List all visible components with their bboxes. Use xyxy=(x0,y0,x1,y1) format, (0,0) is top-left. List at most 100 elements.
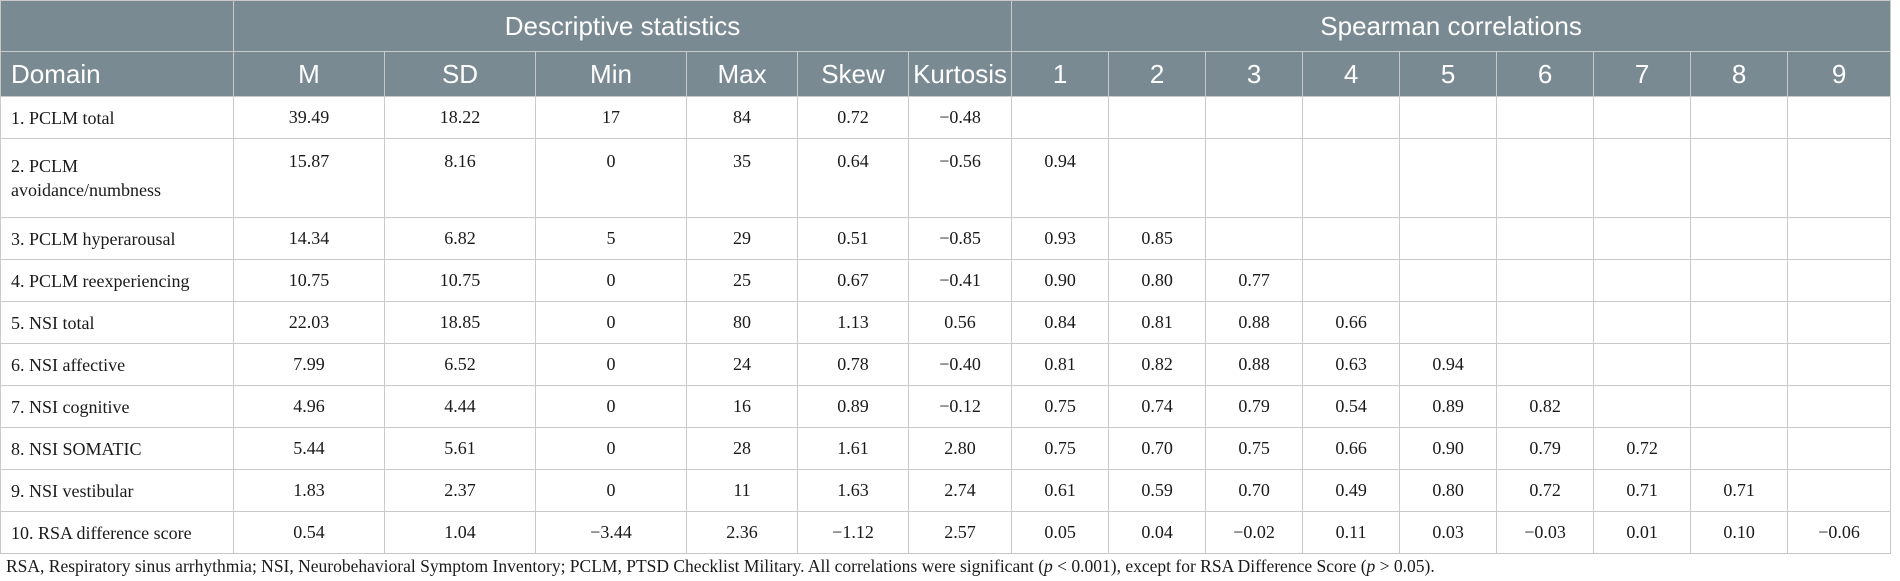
cell-corr-8: 0.10 xyxy=(1690,511,1789,554)
cell-max: 84 xyxy=(686,96,798,139)
cell-corr-5: 0.90 xyxy=(1399,427,1498,470)
cell-min: 0 xyxy=(535,301,687,344)
cell-max: 11 xyxy=(686,469,798,512)
cell-corr-6 xyxy=(1496,217,1595,260)
cell-sd: 2.37 xyxy=(384,469,536,512)
table-row: 8. NSI SOMATIC 5.44 5.61 0 28 1.61 2.80 0.75 0.7… xyxy=(0,427,1892,470)
cell-domain: 9. NSI vestibular xyxy=(0,469,234,512)
cell-kurtosis: 2.74 xyxy=(907,469,1013,512)
cell-m: 4.96 xyxy=(233,385,385,428)
cell-sd: 6.82 xyxy=(384,217,536,260)
footnote-p-2: p xyxy=(1366,556,1376,576)
cell-corr-6: 0.82 xyxy=(1496,385,1595,428)
cell-corr-9 xyxy=(1787,385,1892,428)
cell-corr-3: −0.02 xyxy=(1205,511,1304,554)
cell-domain: 3. PCLM hyperarousal xyxy=(0,217,234,260)
cell-corr-2: 0.74 xyxy=(1108,385,1207,428)
cell-corr-7: 0.01 xyxy=(1593,511,1692,554)
cell-skew: 0.72 xyxy=(797,96,909,139)
header-corr-5: 5 xyxy=(1399,51,1498,97)
header-domain: Domain xyxy=(0,51,234,97)
header-max: Max xyxy=(686,51,798,97)
cell-corr-9 xyxy=(1787,217,1892,260)
cell-corr-3 xyxy=(1205,96,1304,139)
cell-domain: 2. PCLM avoidance/numbness xyxy=(0,138,234,218)
cell-corr-4 xyxy=(1302,138,1401,218)
cell-corr-1: 0.81 xyxy=(1011,343,1110,386)
cell-corr-7 xyxy=(1593,385,1692,428)
cell-corr-4 xyxy=(1302,217,1401,260)
cell-corr-1: 0.61 xyxy=(1011,469,1110,512)
header-min: Min xyxy=(535,51,687,97)
cell-min: 0 xyxy=(535,427,687,470)
header-group-row: Descriptive statistics Spearman correlat… xyxy=(0,0,1892,52)
cell-corr-9: −0.06 xyxy=(1787,511,1892,554)
cell-skew: 1.63 xyxy=(797,469,909,512)
cell-m: 22.03 xyxy=(233,301,385,344)
cell-min: 17 xyxy=(535,96,687,139)
cell-corr-3: 0.77 xyxy=(1205,259,1304,302)
cell-corr-6: 0.72 xyxy=(1496,469,1595,512)
statistics-table: Descriptive statistics Spearman correlat… xyxy=(0,0,1892,554)
header-blank xyxy=(0,0,234,52)
cell-domain: 4. PCLM reexperiencing xyxy=(0,259,234,302)
cell-corr-2: 0.04 xyxy=(1108,511,1207,554)
header-corr-7: 7 xyxy=(1593,51,1692,97)
cell-corr-3: 0.70 xyxy=(1205,469,1304,512)
header-corr-8: 8 xyxy=(1690,51,1789,97)
cell-corr-9 xyxy=(1787,427,1892,470)
cell-corr-9 xyxy=(1787,301,1892,344)
footnote-text-1: RSA, Respiratory sinus arrhythmia; NSI, … xyxy=(6,556,1045,576)
cell-kurtosis: −0.85 xyxy=(907,217,1013,260)
cell-kurtosis: −0.48 xyxy=(907,96,1013,139)
cell-kurtosis: −0.12 xyxy=(907,385,1013,428)
cell-corr-1: 0.94 xyxy=(1011,138,1110,218)
cell-corr-2 xyxy=(1108,138,1207,218)
cell-m: 39.49 xyxy=(233,96,385,139)
cell-corr-7 xyxy=(1593,217,1692,260)
cell-corr-8 xyxy=(1690,385,1789,428)
cell-corr-6 xyxy=(1496,138,1595,218)
cell-skew: 0.51 xyxy=(797,217,909,260)
cell-corr-4 xyxy=(1302,96,1401,139)
header-corr-2: 2 xyxy=(1108,51,1207,97)
header-column-row: Domain M SD Min Max Skew Kurtosis 1 2 3 … xyxy=(0,51,1892,97)
cell-corr-3 xyxy=(1205,217,1304,260)
cell-min: 0 xyxy=(535,259,687,302)
table-row: 5. NSI total 22.03 18.85 0 80 1.13 0.56 0.84 0.8… xyxy=(0,301,1892,344)
cell-corr-1: 0.05 xyxy=(1011,511,1110,554)
cell-max: 25 xyxy=(686,259,798,302)
cell-corr-4: 0.63 xyxy=(1302,343,1401,386)
header-sd: SD xyxy=(384,51,536,97)
cell-domain: 5. NSI total xyxy=(0,301,234,344)
cell-corr-9 xyxy=(1787,96,1892,139)
table-row: 4. PCLM reexperiencing 10.75 10.75 0 25 0.67−… xyxy=(0,259,1892,302)
cell-corr-7 xyxy=(1593,301,1692,344)
cell-corr-1: 0.84 xyxy=(1011,301,1110,344)
header-m: M xyxy=(233,51,385,97)
footnote-p-1: p xyxy=(1044,556,1053,576)
cell-corr-8 xyxy=(1690,96,1789,139)
cell-corr-8 xyxy=(1690,138,1789,218)
cell-corr-9 xyxy=(1787,259,1892,302)
cell-domain: 7. NSI cognitive xyxy=(0,385,234,428)
cell-corr-3: 0.88 xyxy=(1205,301,1304,344)
header-corr-4: 4 xyxy=(1302,51,1401,97)
header-kurtosis: Kurtosis xyxy=(907,51,1013,97)
cell-corr-7 xyxy=(1593,259,1692,302)
cell-corr-2: 0.81 xyxy=(1108,301,1207,344)
table-row: 1. PCLM total 39.49 18.22 17 84 0.72 −0.48 xyxy=(0,96,1892,139)
cell-max: 16 xyxy=(686,385,798,428)
cell-kurtosis: −0.40 xyxy=(907,343,1013,386)
cell-skew: 0.78 xyxy=(797,343,909,386)
cell-corr-8: 0.71 xyxy=(1690,469,1789,512)
cell-m: 7.99 xyxy=(233,343,385,386)
cell-max: 28 xyxy=(686,427,798,470)
table-body: 1. PCLM total 39.49 18.22 17 84 0.72 −0.48 2. P… xyxy=(0,96,1892,554)
cell-corr-2: 0.80 xyxy=(1108,259,1207,302)
cell-skew: 0.89 xyxy=(797,385,909,428)
cell-sd: 6.52 xyxy=(384,343,536,386)
cell-m: 5.44 xyxy=(233,427,385,470)
cell-corr-4: 0.66 xyxy=(1302,301,1401,344)
